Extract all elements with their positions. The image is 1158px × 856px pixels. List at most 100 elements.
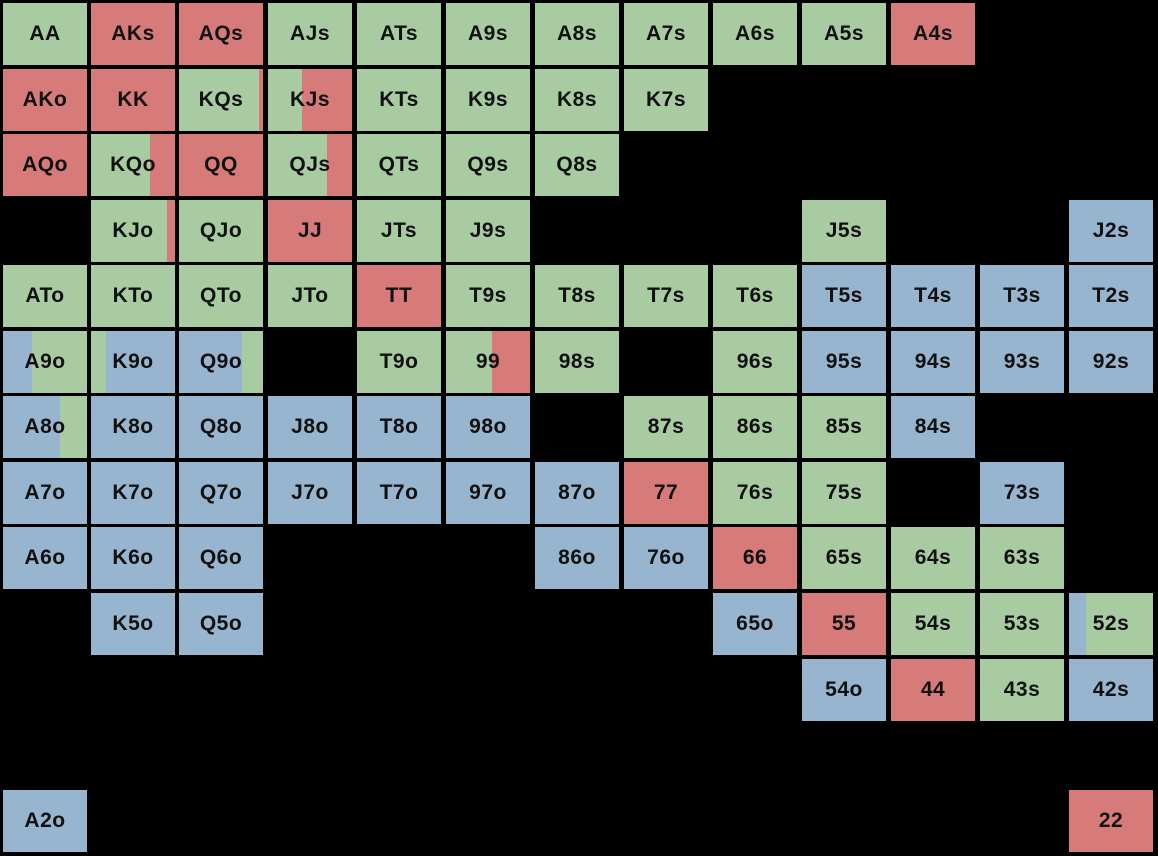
hand-label: T8o bbox=[379, 415, 419, 438]
hand-label: A4s bbox=[912, 22, 954, 45]
hand-label: K7o bbox=[112, 481, 154, 504]
hand-cell-53s: 53s bbox=[980, 593, 1064, 655]
hand-label: 54o bbox=[825, 678, 863, 701]
hand-cell-KK: KK bbox=[91, 69, 175, 131]
hand-cell-K9o: K9o bbox=[91, 331, 175, 393]
hand-label: T9o bbox=[379, 350, 419, 373]
hand-label: 87o bbox=[558, 481, 596, 504]
hand-label: QTs bbox=[378, 153, 420, 176]
hand-label: AJs bbox=[289, 22, 331, 45]
hand-cell-split-band bbox=[326, 134, 352, 196]
hand-label: 94s bbox=[914, 350, 952, 373]
hand-label: 96s bbox=[736, 350, 774, 373]
hand-label: 86o bbox=[558, 546, 596, 569]
hand-cell-Q9o: Q9o bbox=[179, 331, 263, 393]
hand-label: T6s bbox=[736, 284, 774, 307]
hand-label: K8o bbox=[112, 415, 154, 438]
hand-cell-Q9s: Q9s bbox=[446, 134, 530, 196]
hand-cell-94s: 94s bbox=[891, 331, 975, 393]
hand-cell-J8o: J8o bbox=[268, 396, 352, 458]
hand-label: A6s bbox=[734, 22, 776, 45]
hand-cell-63s: 63s bbox=[980, 527, 1064, 589]
hand-label: 55 bbox=[831, 612, 857, 635]
hand-label: 87s bbox=[647, 415, 685, 438]
hand-cell-JTs: JTs bbox=[357, 200, 441, 262]
hand-cell-split-band bbox=[1069, 593, 1086, 655]
hand-cell-split-band bbox=[492, 331, 530, 393]
hand-label: ATs bbox=[379, 22, 419, 45]
hand-label: J7o bbox=[291, 481, 329, 504]
hand-cell-T4s: T4s bbox=[891, 265, 975, 327]
hand-label: KJs bbox=[289, 88, 331, 111]
hand-cell-A6o: A6o bbox=[3, 527, 87, 589]
hand-cell-A9o: A9o bbox=[3, 331, 87, 393]
hand-label: Q8o bbox=[199, 415, 243, 438]
hand-cell-K9s: K9s bbox=[446, 69, 530, 131]
hand-cell-Q5o: Q5o bbox=[179, 593, 263, 655]
hand-label: 97o bbox=[469, 481, 507, 504]
hand-cell-A6s: A6s bbox=[713, 3, 797, 65]
hand-cell-A7s: A7s bbox=[624, 3, 708, 65]
hand-cell-KQs: KQs bbox=[179, 69, 263, 131]
hand-label: 76s bbox=[736, 481, 774, 504]
hand-label: T7s bbox=[647, 284, 685, 307]
hand-label: A8s bbox=[556, 22, 598, 45]
hand-cell-K8o: K8o bbox=[91, 396, 175, 458]
hand-cell-A8o: A8o bbox=[3, 396, 87, 458]
hand-cell-76s: 76s bbox=[713, 462, 797, 524]
hand-label: A9o bbox=[24, 350, 66, 373]
hand-label: K9s bbox=[467, 88, 509, 111]
hand-cell-52s: 52s bbox=[1069, 593, 1153, 655]
hand-label: A7o bbox=[24, 481, 66, 504]
hand-label: Q7o bbox=[199, 481, 243, 504]
hand-cell-QJo: QJo bbox=[179, 200, 263, 262]
hand-cell-65s: 65s bbox=[802, 527, 886, 589]
hand-cell-76o: 76o bbox=[624, 527, 708, 589]
hand-label: T9s bbox=[469, 284, 507, 307]
hand-label: 54s bbox=[914, 612, 952, 635]
hand-label: KTo bbox=[112, 284, 154, 307]
hand-label: J8o bbox=[291, 415, 329, 438]
hand-label: 22 bbox=[1098, 809, 1124, 832]
hand-cell-QJs: QJs bbox=[268, 134, 352, 196]
hand-cell-split-band bbox=[166, 200, 175, 262]
hand-label: 75s bbox=[825, 481, 863, 504]
hand-cell-T9o: T9o bbox=[357, 331, 441, 393]
hand-label: K9o bbox=[112, 350, 154, 373]
hand-label: T2s bbox=[1092, 284, 1130, 307]
hand-cell-KQo: KQo bbox=[91, 134, 175, 196]
hand-label: 42s bbox=[1092, 678, 1130, 701]
hand-cell-98o: 98o bbox=[446, 396, 530, 458]
hand-cell-J9s: J9s bbox=[446, 200, 530, 262]
hand-label: A6o bbox=[24, 546, 66, 569]
hand-cell-K6o: K6o bbox=[91, 527, 175, 589]
hand-cell-QTo: QTo bbox=[179, 265, 263, 327]
hand-cell-T6s: T6s bbox=[713, 265, 797, 327]
hand-cell-split-band bbox=[149, 134, 175, 196]
hand-cell-AKo: AKo bbox=[3, 69, 87, 131]
hand-cell-split-band bbox=[301, 69, 352, 131]
hand-cell-AQo: AQo bbox=[3, 134, 87, 196]
hand-cell-K8s: K8s bbox=[535, 69, 619, 131]
hand-cell-Q6o: Q6o bbox=[179, 527, 263, 589]
hand-label: AQo bbox=[22, 153, 68, 176]
hand-cell-A4s: A4s bbox=[891, 3, 975, 65]
hand-label: T4s bbox=[914, 284, 952, 307]
hand-label: 63s bbox=[1003, 546, 1041, 569]
hand-cell-QTs: QTs bbox=[357, 134, 441, 196]
hand-cell-T8s: T8s bbox=[535, 265, 619, 327]
hand-label: 53s bbox=[1003, 612, 1041, 635]
hand-cell-JTo: JTo bbox=[268, 265, 352, 327]
hand-cell-75s: 75s bbox=[802, 462, 886, 524]
hand-cell-96s: 96s bbox=[713, 331, 797, 393]
hand-label: KK bbox=[117, 88, 149, 111]
hand-label: 65o bbox=[736, 612, 774, 635]
hand-cell-87o: 87o bbox=[535, 462, 619, 524]
hand-cell-A8s: A8s bbox=[535, 3, 619, 65]
hand-label: J5s bbox=[825, 219, 863, 242]
hand-label: 64s bbox=[914, 546, 952, 569]
hand-label: 86s bbox=[736, 415, 774, 438]
hand-cell-A5s: A5s bbox=[802, 3, 886, 65]
hand-label: J2s bbox=[1092, 219, 1130, 242]
